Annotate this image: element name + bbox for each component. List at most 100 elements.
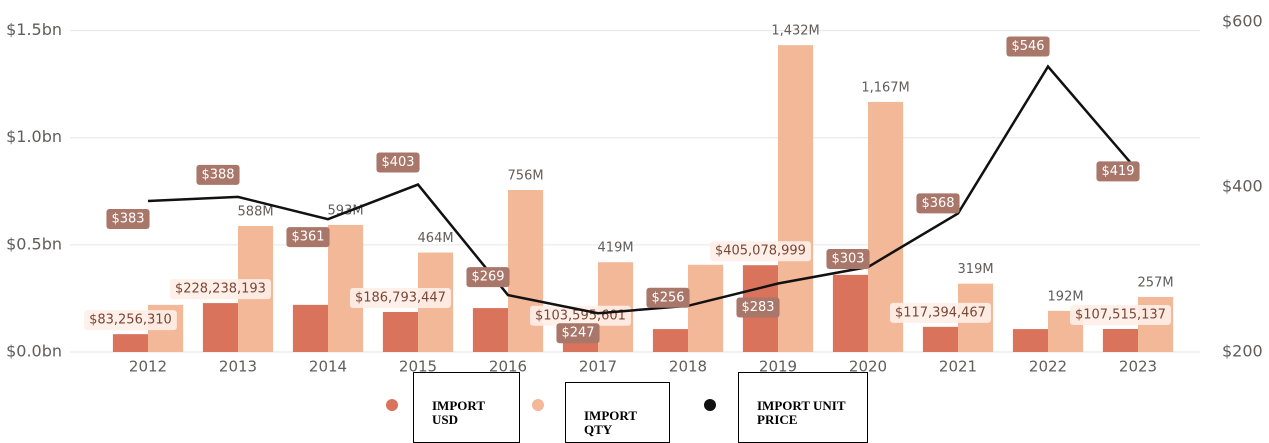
x-tick-label: 2019 [759, 358, 797, 376]
price-data-label-bg [646, 287, 690, 308]
price-data-label: $368 [921, 196, 954, 211]
legend-label: IMPORT UNIT PRICE [738, 372, 868, 443]
price-data-label-group: $403 [376, 152, 420, 173]
price-data-label-bg [286, 227, 330, 248]
price-data-label: $247 [561, 326, 594, 341]
usd-data-label-group: $405,078,999 [709, 241, 811, 262]
price-data-label: $388 [201, 167, 234, 182]
price-line [147, 64, 1139, 315]
price-data-label-group: $368 [916, 193, 960, 214]
usd-data-label-bg [529, 305, 631, 326]
usd-data-label-bg [84, 310, 177, 331]
y-tick-label: $1.5bn [6, 20, 62, 39]
price-data-label: $303 [831, 252, 864, 267]
y2-tick-label: $400 [1222, 177, 1263, 196]
usd-data-label-group: $117,394,467 [889, 302, 991, 323]
price-data-label-bg [376, 152, 420, 173]
usd-data-label: $405,078,999 [715, 244, 806, 259]
qty-data-label: 756M [508, 169, 544, 184]
bar [292, 304, 328, 352]
qty-data-label: 319M [958, 262, 994, 277]
y2-tick-label: $200 [1222, 342, 1263, 361]
price-data-label-group: $247 [556, 323, 600, 344]
y-tick-label: $1.0bn [6, 127, 62, 146]
price-data-label-group: $303 [826, 249, 870, 270]
usd-data-label: $228,238,193 [175, 282, 266, 297]
bar [382, 311, 418, 352]
price-data-label-group: $546 [1006, 36, 1050, 57]
price-data-label-bg [736, 297, 780, 318]
price-data-label-bg [916, 193, 960, 214]
bar [202, 303, 238, 352]
usd-data-label: $107,515,137 [1075, 307, 1166, 322]
qty-data-label: 1,432M [771, 24, 819, 39]
bar [832, 274, 868, 352]
x-tick-label: 2018 [669, 358, 707, 376]
bar [472, 308, 508, 352]
price-data-label-group: $269 [466, 267, 510, 288]
price-data-label-bg [466, 267, 510, 288]
bar [1102, 328, 1138, 352]
usd-data-label-group: $228,238,193 [169, 279, 271, 300]
x-tick-label: 2023 [1119, 358, 1157, 376]
bar [778, 45, 814, 353]
bar [688, 264, 724, 352]
usd-data-label-bg [349, 287, 451, 308]
qty-data-label: 192M [1048, 289, 1084, 304]
bar [112, 334, 148, 352]
qty-data-label: 419M [598, 241, 634, 256]
bar [508, 190, 544, 352]
x-tick-label: 2020 [849, 358, 887, 376]
usd-data-label: $83,256,310 [89, 313, 172, 328]
qty-data-label: 588M [238, 205, 274, 220]
qty-data-label: 257M [1138, 275, 1174, 290]
legend-label: IMPORT QTY [565, 382, 670, 443]
price-data-label-bg [826, 249, 870, 270]
legend-marker [386, 399, 398, 411]
price-data-label-group: $283 [736, 297, 780, 318]
x-tick-label: 2015 [399, 358, 437, 376]
price-data-label: $361 [291, 230, 324, 245]
x-tick-label: 2021 [939, 358, 977, 376]
y-tick-label: $0.0bn [6, 342, 62, 361]
x-tick-label: 2016 [489, 358, 527, 376]
x-tick-label: 2017 [579, 358, 617, 376]
price-data-label: $383 [111, 212, 144, 227]
legend-marker [532, 399, 544, 411]
usd-data-label-bg [889, 302, 991, 323]
price-data-label-group: $361 [286, 227, 330, 248]
price-data-label-bg [1006, 36, 1050, 57]
price-data-label: $283 [741, 300, 774, 315]
bar [652, 329, 688, 352]
y2-tick-label: $600 [1222, 12, 1263, 31]
price-data-label: $403 [381, 155, 414, 170]
legend-marker [704, 399, 716, 411]
price-data-label: $256 [651, 290, 684, 305]
y-tick-label: $0.5bn [6, 234, 62, 253]
legend-label: IMPORT USD [413, 372, 520, 443]
usd-data-label-bg [709, 241, 811, 262]
qty-data-label: 464M [418, 231, 454, 246]
price-data-label: $419 [1101, 164, 1134, 179]
bar [1012, 329, 1048, 352]
usd-data-label-bg [1069, 304, 1171, 325]
x-tick-label: 2022 [1029, 358, 1067, 376]
price-data-label-group: $256 [646, 287, 690, 308]
bar [922, 326, 958, 352]
usd-data-label-group: $186,793,447 [349, 287, 451, 308]
usd-data-label-group: $107,515,137 [1069, 304, 1171, 325]
usd-data-label: $117,394,467 [895, 305, 986, 320]
usd-data-label: $186,793,447 [355, 290, 446, 305]
x-tick-label: 2013 [219, 358, 257, 376]
price-data-label: $546 [1011, 39, 1044, 54]
price-data-label-group: $388 [196, 164, 240, 185]
x-tick-label: 2014 [309, 358, 347, 376]
price-data-label-group: $383 [106, 209, 150, 230]
price-data-label-bg [556, 323, 600, 344]
price-data-label-group: $419 [1096, 161, 1140, 182]
usd-data-label-bg [169, 279, 271, 300]
price-data-label-bg [1096, 161, 1140, 182]
price-data-label-bg [196, 164, 240, 185]
